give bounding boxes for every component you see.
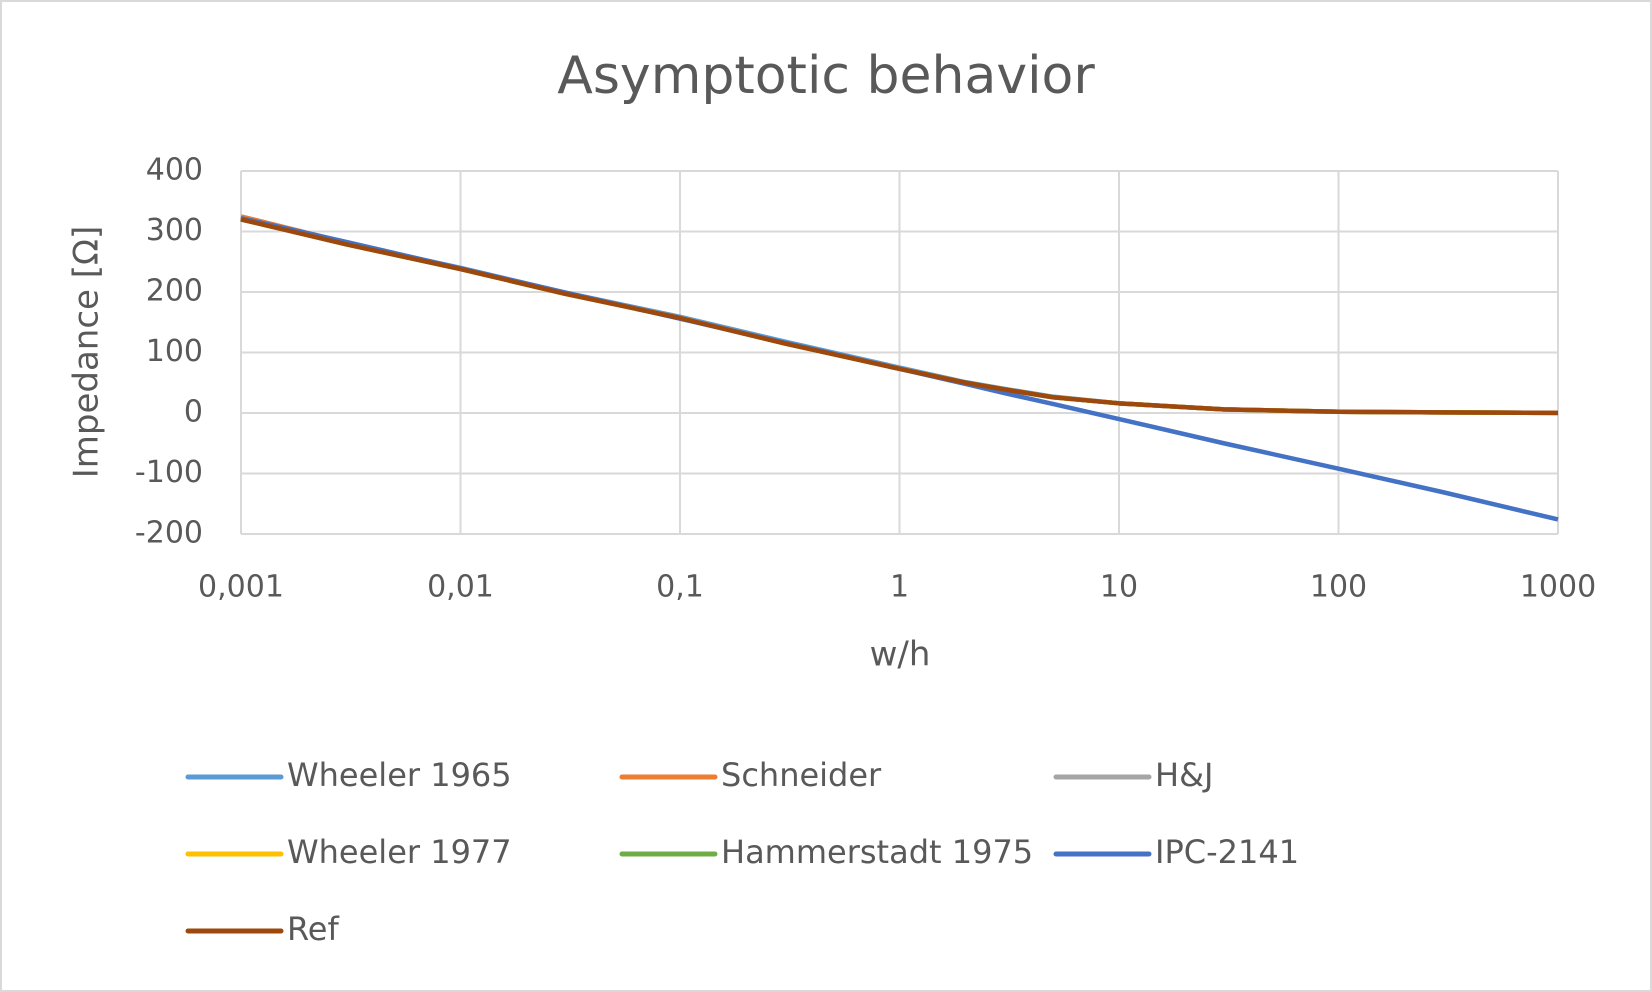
legend-label: Wheeler 1977	[287, 833, 512, 871]
legend-label: IPC-2141	[1155, 833, 1299, 871]
y-tick-label: 300	[146, 213, 203, 248]
x-axis-label: w/h	[870, 635, 931, 675]
x-tick-label: 100	[1310, 570, 1367, 605]
y-tick-label: -200	[135, 516, 203, 551]
series-line	[240, 217, 1559, 416]
legend-label: Wheeler 1965	[287, 756, 512, 794]
y-axis-label: Impedance [Ω]	[67, 226, 107, 479]
x-tick-label: 1	[890, 570, 909, 605]
legend-label: Ref	[287, 910, 339, 948]
chart-title: Asymptotic behavior	[557, 46, 1095, 106]
x-tick-label: 0,01	[427, 570, 494, 605]
x-tick-label: 0,1	[656, 570, 704, 605]
x-tick-label: 1000	[1520, 570, 1596, 605]
legend-label: Schneider	[721, 756, 882, 794]
y-tick-label: 200	[146, 274, 203, 309]
x-tick-label: 10	[1100, 570, 1138, 605]
y-tick-label: -100	[135, 455, 203, 490]
y-tick-label: 400	[146, 153, 203, 188]
legend-label: Hammerstadt 1975	[721, 833, 1033, 871]
legend-label: H&J	[1155, 756, 1213, 794]
y-tick-label: 0	[184, 395, 203, 430]
x-tick-label: 0,001	[198, 570, 284, 605]
y-tick-label: 100	[146, 334, 203, 369]
